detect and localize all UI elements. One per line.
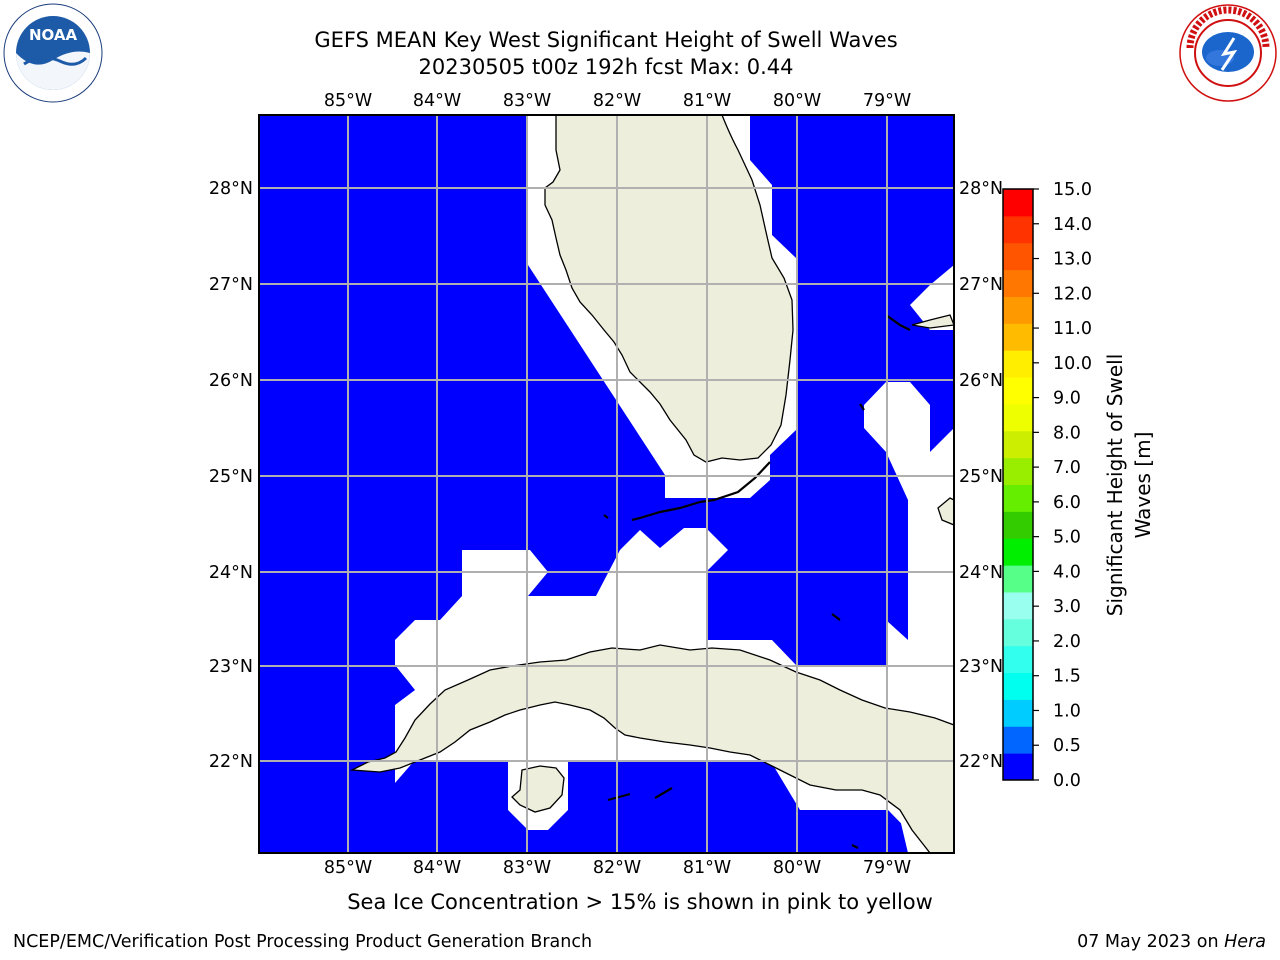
colorbar-tick-label: 0.5	[1053, 736, 1081, 756]
colorbar-segment	[1003, 672, 1033, 700]
lat-label-left: 28°N	[209, 179, 253, 199]
colorbar-tick-label: 5.0	[1053, 528, 1081, 548]
colorbar-tick-label: 12.0	[1053, 284, 1092, 304]
colorbar-segment	[1003, 403, 1033, 432]
colorbar-segment	[1003, 484, 1033, 512]
lon-label-bottom: 79°W	[863, 858, 911, 878]
lon-label-bottom: 81°W	[683, 858, 731, 878]
colorbar-segment	[1003, 242, 1033, 271]
lat-label-right: 22°N	[959, 752, 1003, 772]
svg-text:NOAA: NOAA	[29, 26, 78, 44]
colorbar-segments	[1003, 189, 1033, 781]
colorbar-tick-label: 2.0	[1053, 632, 1081, 652]
colorbar-tick-label: 7.0	[1053, 458, 1081, 478]
colorbar-segment	[1003, 511, 1033, 539]
lon-label-bottom: 84°W	[413, 858, 461, 878]
national-weather-service-logo-icon	[1179, 4, 1277, 102]
colorbar-segment	[1003, 350, 1033, 378]
colorbar-title: Significant Height of Swell	[1103, 354, 1127, 616]
land	[349, 115, 954, 853]
colorbar-segment	[1003, 591, 1033, 620]
map-frame	[258, 114, 955, 854]
noaa-logo-icon: NOAA	[3, 3, 103, 103]
keys-and-islets	[603, 314, 911, 849]
colorbar-tick-label: 1.0	[1053, 701, 1081, 721]
colorbar-tick-label: 10.0	[1053, 354, 1092, 374]
colorbar-segment	[1003, 377, 1033, 405]
lon-label-top: 85°W	[324, 91, 372, 111]
chart-subtitle: 20230505 t00z 192h fcst Max: 0.44	[418, 55, 794, 79]
lon-label-bottom: 82°W	[593, 858, 641, 878]
lon-label-top: 83°W	[503, 91, 551, 111]
lat-label-left: 22°N	[209, 752, 253, 772]
lat-label-right: 28°N	[959, 179, 1003, 199]
lon-label-top: 79°W	[863, 91, 911, 111]
lat-label-right: 26°N	[959, 371, 1003, 391]
colorbar-segment	[1003, 430, 1033, 459]
colorbar-title-units: Waves [m]	[1131, 432, 1155, 539]
footer-credit: NCEP/EMC/Verification Post Processing Pr…	[13, 932, 593, 952]
colorbar-segment	[1003, 538, 1033, 566]
isla-de-la-juventud	[511, 765, 565, 813]
colorbar-segment	[1003, 726, 1033, 754]
lat-label-left: 25°N	[209, 467, 253, 487]
colorbar-tick-label: 9.0	[1053, 389, 1081, 409]
colorbar-tick-label: 0.0	[1053, 771, 1081, 791]
lon-label-bottom: 85°W	[324, 858, 372, 878]
florida-landmass	[544, 115, 794, 463]
footer-date-text: 07 May 2023 on	[1077, 932, 1219, 952]
lat-label-right: 24°N	[959, 563, 1003, 583]
colorbar-tick-label: 4.0	[1053, 562, 1081, 582]
colorbar-segment	[1003, 457, 1033, 485]
lon-label-bottom: 80°W	[773, 858, 821, 878]
colorbar: 15.0 14.0 13.0 12.0 11.0 10.0 9.0 8.0 7.0 6.0 5.0 4…	[1002, 180, 1092, 791]
colorbar-segment	[1003, 269, 1033, 297]
colorbar-tick-label: 11.0	[1053, 319, 1092, 339]
lon-label-top: 84°W	[413, 91, 461, 111]
colorbar-tick-label: 1.5	[1053, 667, 1081, 687]
lon-label-top: 82°W	[593, 91, 641, 111]
graticule	[259, 115, 954, 853]
colorbar-ticks: 15.0 14.0 13.0 12.0 11.0 10.0 9.0 8.0 7.0 6.0 5.0 4…	[1033, 180, 1092, 791]
footer-date: 07 May 2023 on Hera	[1077, 932, 1266, 952]
lat-label-left: 23°N	[209, 657, 253, 677]
lon-label-bottom: 83°W	[503, 858, 551, 878]
lon-label-top: 80°W	[773, 91, 821, 111]
lat-label-left: 26°N	[209, 371, 253, 391]
bahamas-grand-bahama	[911, 314, 954, 329]
footer-machine: Hera	[1224, 932, 1266, 952]
colorbar-segment	[1003, 645, 1033, 674]
sea-ice-caption: Sea Ice Concentration > 15% is shown in …	[347, 890, 933, 914]
colorbar-tick-label: 6.0	[1053, 493, 1081, 513]
colorbar-segment	[1003, 699, 1033, 727]
colorbar-segment	[1003, 753, 1033, 781]
colorbar-segment	[1003, 215, 1033, 244]
colorbar-segment	[1003, 618, 1033, 647]
andros-island	[937, 497, 954, 526]
lat-label-right: 27°N	[959, 275, 1003, 295]
colorbar-tick-label: 14.0	[1053, 215, 1092, 235]
lat-label-left: 27°N	[209, 275, 253, 295]
colorbar-tick-label: 13.0	[1053, 250, 1092, 270]
colorbar-segment	[1003, 296, 1033, 324]
lat-label-left: 24°N	[209, 563, 253, 583]
colorbar-tick-label: 15.0	[1053, 180, 1092, 200]
colorbar-frame	[1002, 188, 1034, 781]
chart-title: GEFS MEAN Key West Significant Height of…	[314, 28, 898, 52]
lat-label-right: 25°N	[959, 467, 1003, 487]
colorbar-tick-label: 8.0	[1053, 423, 1081, 443]
colorbar-segment	[1003, 323, 1033, 351]
colorbar-tick-label: 3.0	[1053, 597, 1081, 617]
colorbar-segment	[1003, 189, 1033, 217]
lat-label-right: 23°N	[959, 657, 1003, 677]
colorbar-segment	[1003, 565, 1033, 593]
lon-label-top: 81°W	[683, 91, 731, 111]
